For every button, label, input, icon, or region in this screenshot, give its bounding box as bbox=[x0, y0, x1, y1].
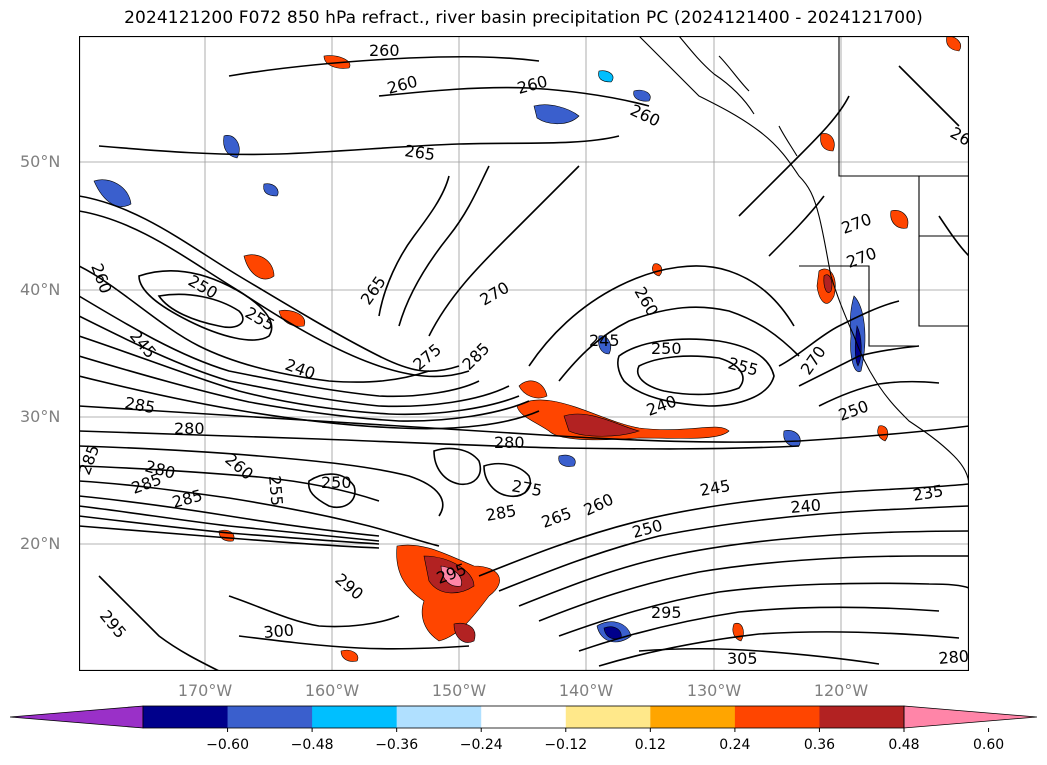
contour-label: 280 bbox=[174, 419, 205, 438]
map-panel: 260 260 260 260 265 260 250 255 245 240 … bbox=[75, 35, 983, 672]
contour-label: 295 bbox=[651, 603, 682, 622]
colorbar-segment bbox=[734, 706, 820, 728]
contour-label: 265 bbox=[403, 141, 436, 164]
colorbar-tick-label: 0.12 bbox=[634, 737, 666, 753]
contour-label: 260 bbox=[369, 41, 400, 60]
colorbar-segment bbox=[312, 706, 398, 728]
lon-label-140w: 140°W bbox=[558, 681, 614, 700]
lat-label-30n: 30°N bbox=[20, 407, 61, 426]
contour-label: 250 bbox=[651, 339, 682, 358]
colorbar-segment bbox=[481, 706, 567, 728]
colorbar-extend-low bbox=[9, 705, 144, 729]
map-canvas: 260 260 260 260 265 260 250 255 245 240 … bbox=[75, 35, 983, 672]
contour-label: 300 bbox=[263, 620, 295, 642]
precip-shading bbox=[93, 35, 961, 662]
lat-label-20n: 20°N bbox=[20, 534, 61, 553]
lon-label-150w: 150°W bbox=[431, 681, 487, 700]
colorbar-tick-label: 0.24 bbox=[719, 737, 751, 753]
colorbar-tick-label: 0.36 bbox=[803, 737, 836, 753]
colorbar-segment bbox=[819, 706, 905, 728]
colorbar-segment bbox=[227, 706, 313, 728]
colorbar-tick-label: −0.48 bbox=[290, 737, 334, 753]
contour-label: 305 bbox=[727, 649, 758, 668]
map-title: 2024121200 F072 850 hPa refract., river … bbox=[124, 8, 923, 28]
refractivity-contours bbox=[78, 55, 970, 672]
colorbar-tick-label: −0.24 bbox=[459, 737, 503, 753]
colorbar-segment bbox=[396, 706, 482, 728]
colorbar-border bbox=[142, 705, 905, 729]
lon-label-170w: 170°W bbox=[177, 681, 233, 700]
lon-label-130w: 130°W bbox=[686, 681, 742, 700]
lon-label-120w: 120°W bbox=[813, 681, 869, 700]
colorbar bbox=[9, 702, 1038, 732]
contour-label: 255 bbox=[265, 475, 287, 507]
colorbar-extend-high bbox=[903, 705, 1038, 729]
contour-label: 245 bbox=[589, 331, 620, 350]
lat-label-50n: 50°N bbox=[20, 152, 61, 171]
colorbar-segment bbox=[650, 706, 736, 728]
colorbar-segment bbox=[565, 706, 651, 728]
colorbar-tick-label: −0.12 bbox=[544, 737, 588, 753]
contour-label: 240 bbox=[790, 495, 822, 517]
coastlines bbox=[638, 35, 970, 487]
colorbar-canvas bbox=[9, 705, 1038, 732]
lat-label-40n: 40°N bbox=[20, 280, 61, 299]
colorbar-tick-label: −0.36 bbox=[375, 737, 419, 753]
colorbar-segment bbox=[143, 706, 229, 728]
lon-label-160w: 160°W bbox=[304, 681, 360, 700]
colorbar-tick-label: 0.48 bbox=[888, 737, 920, 753]
contour-label: 250 bbox=[321, 473, 352, 492]
colorbar-tick-label: 0.60 bbox=[972, 737, 1005, 753]
contour-label: 280 bbox=[938, 646, 969, 668]
contour-label: 280 bbox=[494, 433, 525, 452]
colorbar-tick-label: −0.60 bbox=[206, 737, 249, 753]
